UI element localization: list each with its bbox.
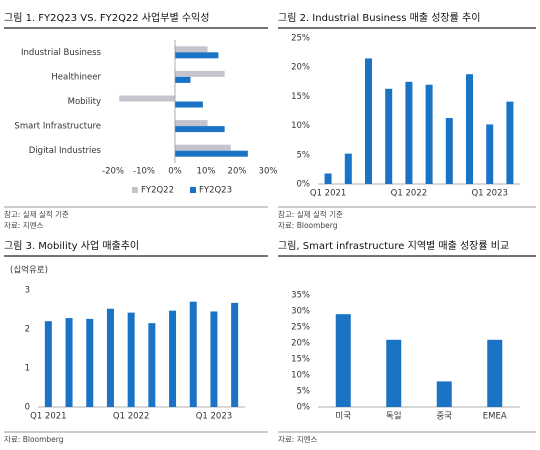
x-tick-label: Q1 2023 [471, 189, 507, 199]
bar [119, 95, 175, 102]
bar [175, 126, 225, 133]
panel-title: 그림 2. Industrial Business 매출 성장률 추이 [278, 12, 480, 24]
bar [487, 339, 503, 407]
legend-label: FY2Q22 [141, 186, 174, 196]
legend-swatch [132, 187, 138, 193]
category-label: Healthineer [51, 72, 101, 82]
bar [86, 318, 94, 407]
note: 자료: Bloomberg [4, 435, 64, 444]
bar [175, 150, 248, 157]
y-tick-label: 1 [25, 364, 30, 374]
bar [324, 173, 332, 184]
category-label: Digital Industries [29, 146, 102, 156]
panel-title: 그림 3. Mobility 사업 매출추이 [4, 239, 139, 252]
y-tick-label: 5% [297, 387, 311, 397]
y-tick-label: 20% [291, 339, 310, 349]
bar [365, 58, 372, 184]
legend-label: FY2Q23 [199, 186, 232, 196]
bar [405, 81, 413, 184]
x-tick-label: 독일 [386, 412, 402, 422]
x-tick-label: -20% [102, 167, 124, 177]
note: 자료: Bloomberg [278, 221, 338, 230]
bar [335, 314, 351, 407]
y-tick-label: 25% [291, 34, 310, 44]
x-tick-label: Q1 2023 [196, 412, 232, 422]
bar [386, 339, 402, 407]
bar [169, 310, 177, 407]
panel-title: 그림, Smart infrastructure 지역별 매출 성장률 비교 [278, 240, 509, 252]
y-tick-label: 5% [297, 150, 311, 160]
bar [385, 88, 393, 184]
note: 자료: 지멘스 [278, 435, 318, 444]
x-tick-label: Q1 2021 [310, 189, 346, 199]
bar [44, 321, 52, 407]
x-tick-label: Q1 2022 [113, 412, 149, 422]
bar [175, 70, 225, 77]
bar [127, 312, 135, 407]
bar [425, 84, 433, 184]
y-tick-label: 20% [291, 63, 310, 73]
category-label: Industrial Business [21, 48, 102, 58]
bar [175, 76, 191, 83]
x-tick-label: -10% [133, 167, 155, 177]
bar [436, 381, 452, 407]
bar [486, 124, 494, 184]
bar [175, 120, 208, 127]
bar [466, 74, 473, 184]
bar [344, 153, 352, 184]
y-tick-label: 35% [291, 291, 310, 301]
y-tick-label: 10% [291, 121, 310, 131]
y-tick-label: 10% [291, 371, 310, 381]
note: 참고: 실제 실적 기준 [4, 209, 69, 219]
y-tick-label: 15% [291, 355, 310, 365]
bar [148, 323, 156, 407]
x-tick-label: 미국 [335, 412, 351, 422]
x-tick-label: 10% [197, 167, 216, 177]
panel-title: 그림 1. FY2Q23 VS. FY2Q22 사업부별 수익성 [4, 11, 209, 24]
y-tick-label: 0 [25, 403, 30, 413]
y-tick-label: 30% [291, 307, 310, 317]
bar [106, 308, 114, 407]
legend-swatch [190, 187, 196, 193]
y-tick-label: 3 [25, 286, 30, 296]
x-tick-label: 20% [228, 167, 247, 177]
x-tick-label: Q1 2021 [30, 412, 66, 422]
x-tick-label: 0% [168, 167, 182, 177]
x-tick-label: EMEA [483, 412, 507, 422]
bar [65, 318, 73, 407]
category-label: Smart Infrastructure [14, 122, 101, 132]
bar [445, 118, 453, 184]
bar [210, 311, 218, 407]
note: 자료: 지멘스 [4, 221, 44, 230]
x-tick-label: 30% [259, 167, 278, 177]
bar [506, 101, 514, 184]
x-tick-label: 중국 [436, 412, 452, 422]
category-label: Mobility [68, 97, 101, 107]
y-tick-label: 2 [25, 325, 30, 335]
bar [175, 52, 219, 59]
bar [175, 101, 203, 108]
y-tick-label: 25% [291, 323, 310, 333]
bar [231, 302, 239, 407]
note: 참고: 실제 실적 기준 [278, 209, 343, 219]
bar [175, 144, 231, 151]
y-tick-label: 0% [297, 180, 311, 190]
bar [175, 46, 208, 53]
x-tick-label: Q1 2022 [391, 189, 427, 199]
bar [189, 301, 197, 407]
y-axis-label: (십억유로) [10, 265, 48, 276]
y-tick-label: 15% [291, 92, 310, 102]
y-tick-label: 0% [297, 403, 311, 413]
